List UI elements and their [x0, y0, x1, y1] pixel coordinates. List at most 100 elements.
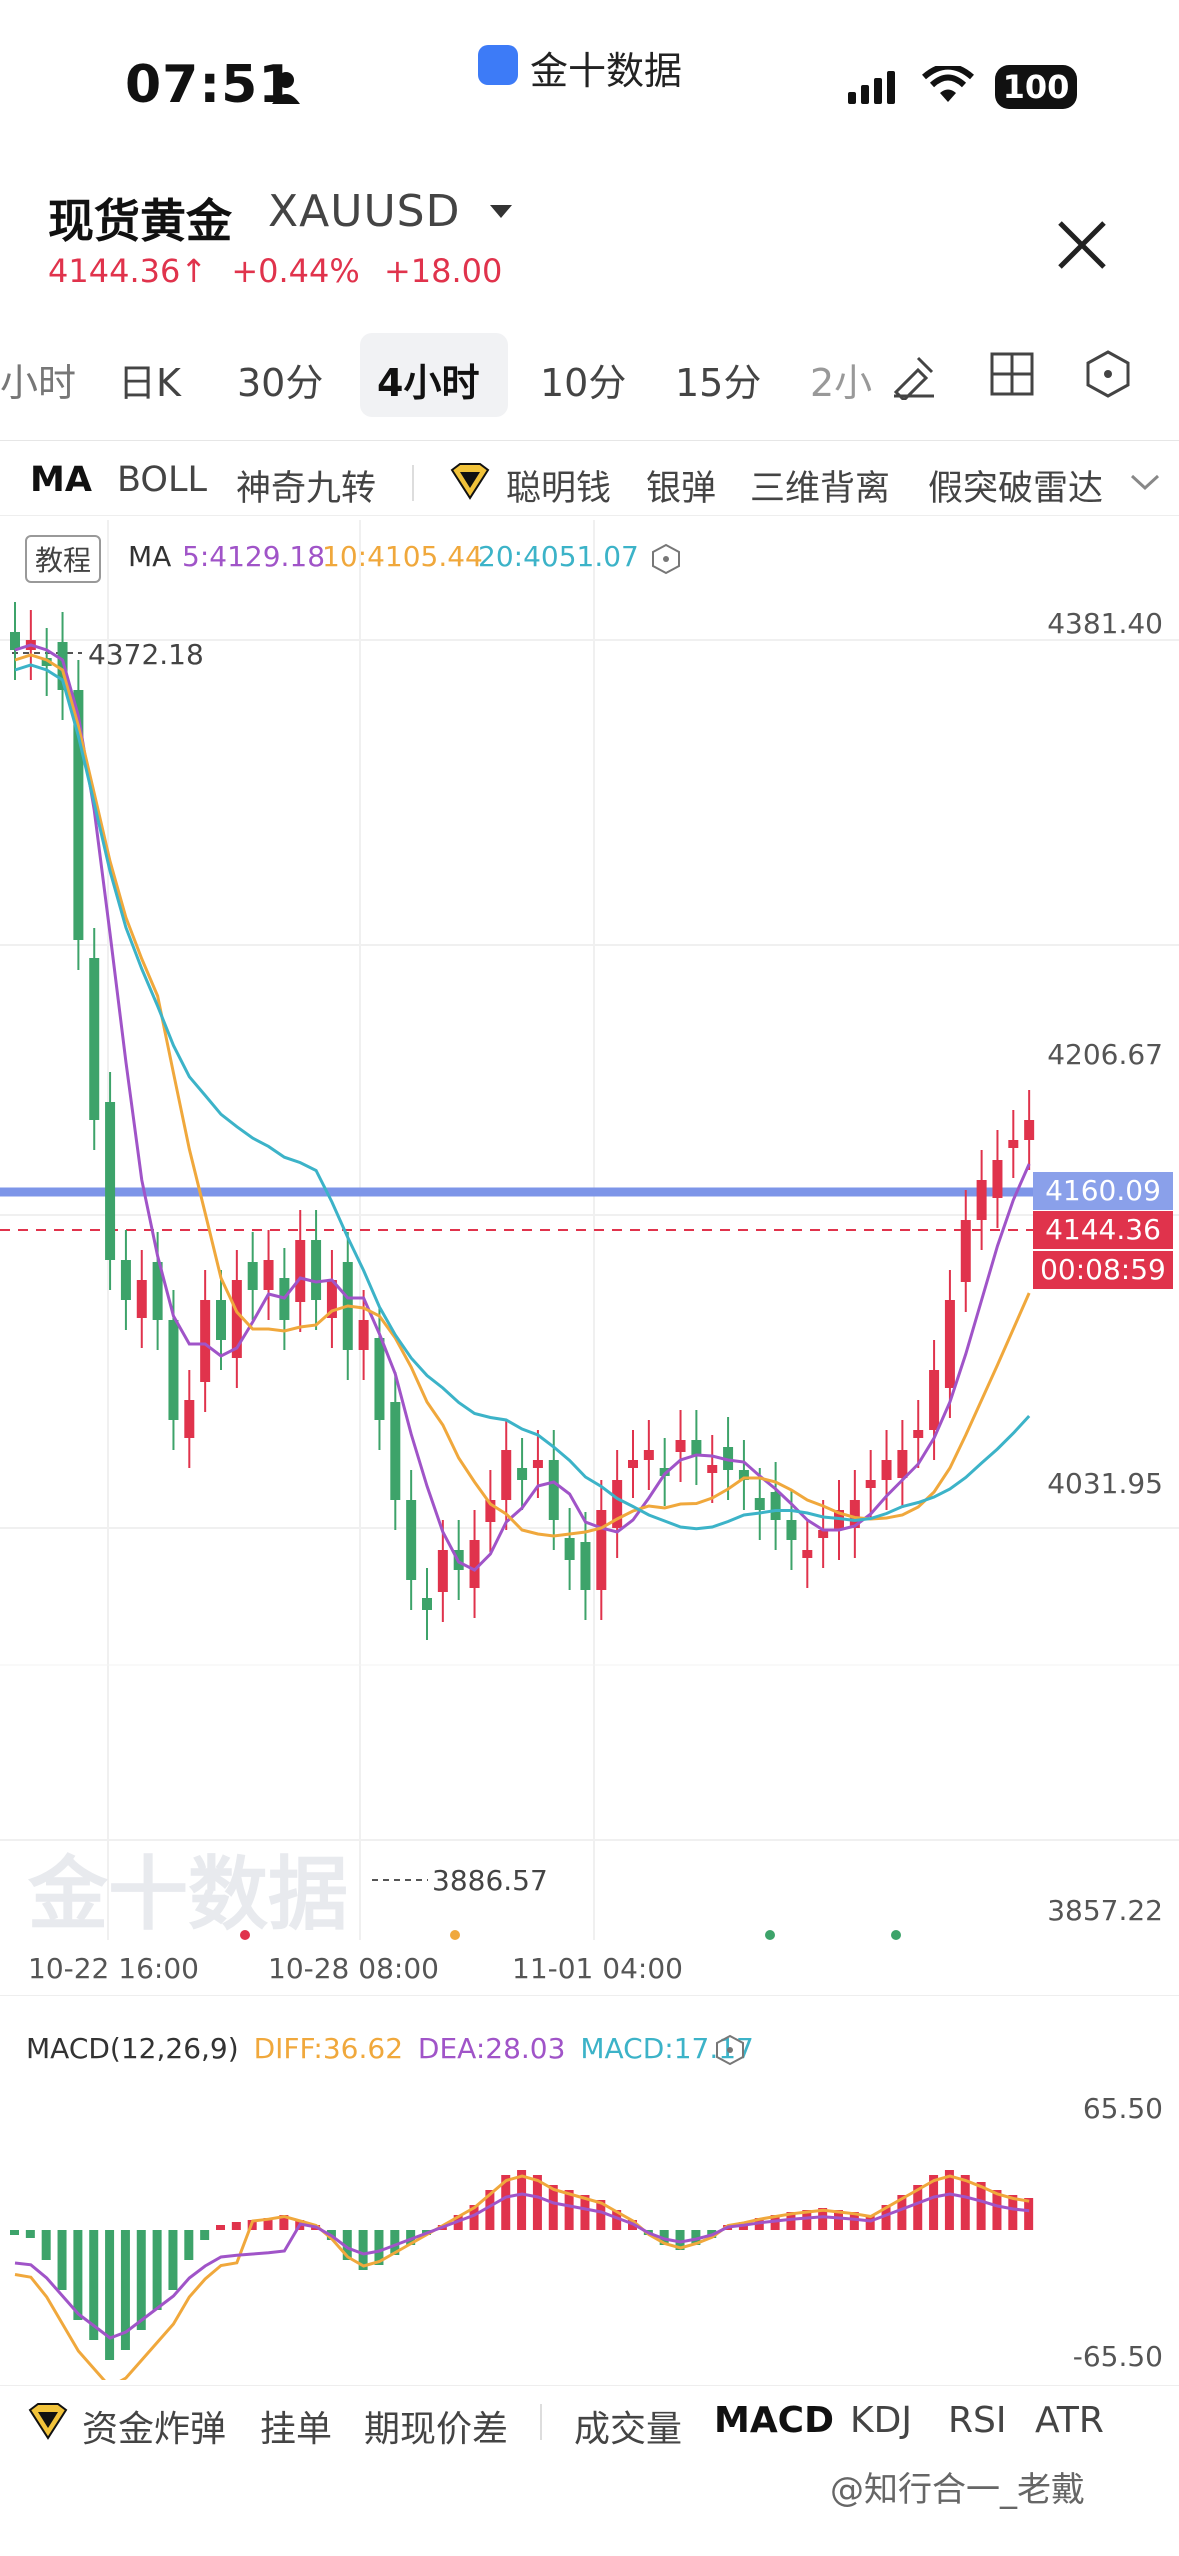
candle-body: [200, 1300, 211, 1382]
macd-bar: [41, 2230, 51, 2260]
status-time: 07:51: [125, 55, 296, 115]
settings-hex-icon[interactable]: [714, 2034, 746, 2066]
macd-bar: [580, 2195, 590, 2230]
candle-body: [326, 1280, 337, 1318]
candle-body: [10, 632, 20, 650]
grid-layout-icon[interactable]: [986, 348, 1038, 400]
macd-bar: [25, 2230, 35, 2238]
candle-body: [152, 1262, 163, 1320]
candle-body: [73, 690, 84, 940]
macd-bar: [279, 2215, 289, 2230]
candlestick-chart[interactable]: [0, 520, 1179, 1940]
tutorial-badge[interactable]: 教程: [25, 535, 102, 583]
macd-chart[interactable]: [0, 2080, 1179, 2380]
indicator-boll[interactable]: BOLL: [117, 460, 207, 500]
low-marker: 3886.57: [432, 1864, 548, 1897]
ma20-value: 20:4051.07: [478, 540, 639, 573]
candle-body: [818, 1530, 829, 1538]
nav-volume[interactable]: 成交量: [574, 2409, 683, 2450]
settings-hex-icon[interactable]: [1082, 348, 1134, 400]
macd-bar: [216, 2225, 225, 2230]
alert-price-tag[interactable]: 4160.09: [1033, 1172, 1173, 1210]
nav-basis[interactable]: 期现价差: [364, 2409, 509, 2450]
tab-2h[interactable]: 2小: [810, 361, 873, 405]
macd-bar: [913, 2185, 923, 2230]
indicator-smart-money[interactable]: 聪明钱: [506, 469, 612, 509]
dea-line: [14, 2192, 1030, 2340]
tab-10m[interactable]: 10分: [540, 361, 627, 405]
candle-body: [881, 1460, 892, 1480]
macd-dea: DEA:28.03: [417, 2032, 566, 2065]
tabs-divider: [0, 440, 1179, 441]
chevron-down-icon[interactable]: [490, 205, 512, 218]
ma10-line: [14, 653, 1031, 1538]
candle-body: [532, 1460, 543, 1468]
macd-axis-bottom: -65.50: [1072, 2340, 1163, 2373]
macd-bar: [834, 2210, 843, 2230]
bottom-nav-divider: [0, 2385, 1179, 2386]
tab-hour[interactable]: 小时: [0, 361, 77, 405]
candle-body: [216, 1300, 226, 1340]
price-axis-label: 4381.40: [1047, 607, 1163, 640]
ma5-line: [14, 643, 1031, 1572]
chevron-down-icon[interactable]: [1128, 470, 1162, 494]
signal-icon: [848, 71, 895, 104]
candle-body: [944, 1300, 955, 1388]
candle-body: [231, 1280, 242, 1358]
person-icon: [272, 72, 300, 104]
tab-active-bg: [360, 333, 508, 417]
ma-lines: [14, 643, 1031, 1572]
candle-body: [897, 1450, 908, 1478]
macd-label: MACD(12,26,9): [26, 2032, 239, 2065]
nav-kdj[interactable]: KDJ: [850, 2400, 912, 2441]
change-percent: +0.44%: [231, 252, 360, 290]
macd-bar: [992, 2190, 1002, 2230]
close-icon[interactable]: [1052, 215, 1112, 275]
candle-body: [89, 958, 100, 1120]
candle-body: [105, 1102, 116, 1260]
indicator-silver-bullet[interactable]: 银弹: [646, 469, 717, 509]
tab-day[interactable]: 日K: [118, 361, 181, 405]
candle-body: [184, 1400, 195, 1438]
candle-body: [247, 1262, 258, 1290]
ma10-value: 10:4105.44: [322, 540, 483, 573]
indicator-nine[interactable]: 神奇九转: [236, 469, 377, 509]
indicator-ma[interactable]: MA: [30, 460, 92, 500]
draw-tool-icon[interactable]: [888, 348, 940, 400]
event-dot: [450, 1930, 460, 1940]
macd-bar: [944, 2170, 954, 2230]
candle-body: [120, 1260, 131, 1300]
candle-body: [865, 1480, 876, 1488]
candle-body: [295, 1240, 306, 1302]
candle-body: [992, 1160, 1003, 1198]
candles: [10, 602, 1035, 1940]
ma5-value: 5:4129.18: [182, 540, 326, 573]
candle-body: [374, 1338, 385, 1420]
settings-hex-icon[interactable]: [650, 543, 682, 575]
macd-bar: [89, 2230, 99, 2340]
nav-orders[interactable]: 挂单: [260, 2409, 333, 2450]
macd-bar: [136, 2230, 146, 2330]
candle-body: [580, 1542, 591, 1590]
macd-bar: [596, 2200, 606, 2230]
nav-rsi[interactable]: RSI: [948, 2400, 1007, 2441]
candle-body: [469, 1540, 480, 1588]
macd-bar: [786, 2212, 796, 2230]
price-row: 4144.36↑ +0.44% +18.00: [48, 252, 502, 290]
nav-fund-bomb[interactable]: 资金炸弹: [82, 2409, 227, 2450]
symbol-selector[interactable]: XAUUSD: [268, 186, 461, 237]
nav-atr[interactable]: ATR: [1035, 2400, 1104, 2441]
macd-bar: [517, 2170, 527, 2230]
nav-macd[interactable]: MACD: [714, 2400, 834, 2441]
indicator-false-breakout[interactable]: 假突破雷达: [928, 469, 1104, 509]
tab-4h[interactable]: 4小时: [377, 361, 480, 405]
macd-bar: [168, 2230, 178, 2290]
tab-30m[interactable]: 30分: [237, 361, 324, 405]
macd-diff: DIFF:36.62: [253, 2032, 404, 2065]
price-axis-label: 4031.95: [1047, 1467, 1163, 1500]
indicator-divergence[interactable]: 三维背离: [750, 469, 891, 509]
candle-body: [596, 1510, 607, 1590]
macd-bar: [849, 2212, 859, 2230]
tab-15m[interactable]: 15分: [675, 361, 762, 405]
macd-bar: [675, 2230, 685, 2250]
